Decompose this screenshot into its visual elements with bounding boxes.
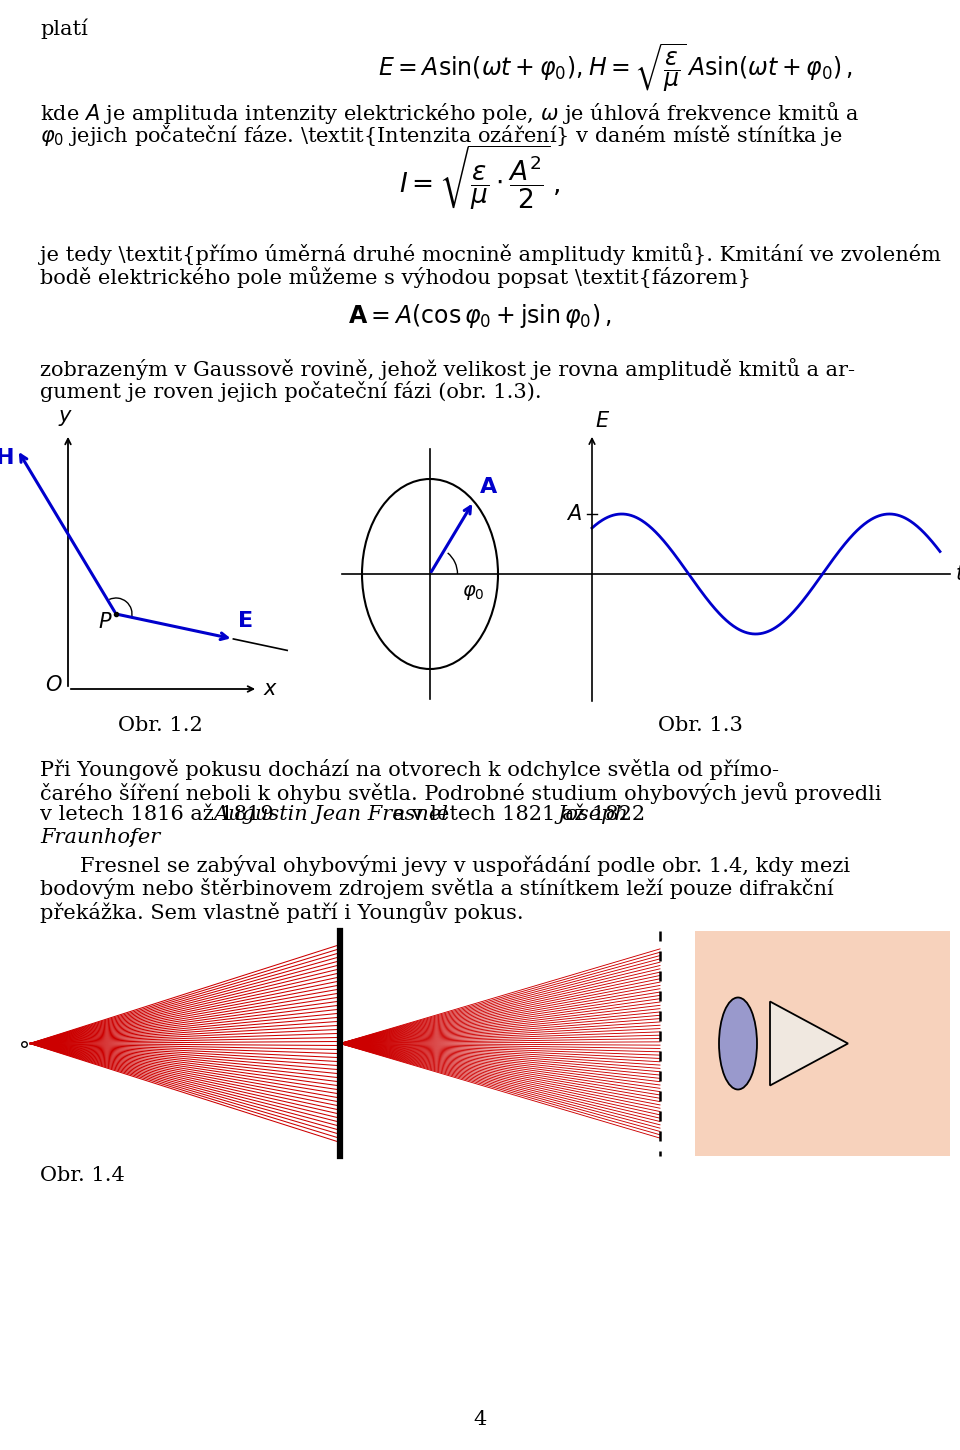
Text: Fraunhofer: Fraunhofer [40,828,160,847]
Text: kde $A$ je amplituda intenzity elektrického pole, $\omega$ je úhlová frekvence k: kde $A$ je amplituda intenzity elektrick… [40,100,859,126]
Text: Fresnel se zabýval ohybovými jevy v uspořádání podle obr. 1.4, kdy mezi: Fresnel se zabýval ohybovými jevy v uspo… [80,856,851,876]
Text: $I = \sqrt{\dfrac{\varepsilon}{\mu}\cdot\dfrac{A^2}{2}}\,,$: $I = \sqrt{\dfrac{\varepsilon}{\mu}\cdot… [399,144,561,212]
FancyBboxPatch shape [695,931,950,1156]
Text: $A$: $A$ [566,505,582,523]
Text: .: . [128,828,134,847]
Text: $E$: $E$ [595,410,611,431]
Text: čarého šíření neboli k ohybu světla. Podrobné studium ohybových jevů provedli: čarého šíření neboli k ohybu světla. Pod… [40,782,881,803]
Text: Obr. 1.2: Obr. 1.2 [118,716,203,735]
Text: $\varphi_0$ jejich počateční fáze. \textit{Intenzita ozáření} v daném místě stín: $\varphi_0$ jejich počateční fáze. \text… [40,123,843,148]
Text: Obr. 1.3: Obr. 1.3 [658,716,742,735]
Text: $P$: $P$ [98,612,112,632]
Text: $\mathbf{A} = A(\cos\varphi_0 + \mathrm{j}\sin\varphi_0)\,,$: $\mathbf{A} = A(\cos\varphi_0 + \mathrm{… [348,302,612,331]
Text: $O$: $O$ [45,676,62,695]
Text: je tedy \textit{přímo úměrná druhé mocnině amplitudy kmitů}. Kmitání ve zvoleném: je tedy \textit{přímo úměrná druhé mocni… [40,244,941,265]
Polygon shape [770,1002,848,1086]
Text: $x$: $x$ [263,680,278,699]
Text: 4: 4 [473,1409,487,1430]
Text: $t$: $t$ [955,564,960,583]
Text: a v letech 1821 až 1822: a v letech 1821 až 1822 [386,805,652,824]
Text: zobrazeným v Gaussově rovině, jehož velikost je rovna amplitudě kmitů a ar-: zobrazeným v Gaussově rovině, jehož veli… [40,358,855,380]
Text: platí: platí [40,17,88,39]
Text: gument je roven jejich počateční fázi (obr. 1.3).: gument je roven jejich počateční fázi (o… [40,381,541,402]
Text: Obr. 1.4: Obr. 1.4 [40,1166,125,1185]
Ellipse shape [719,998,757,1089]
Text: $H = \sqrt{\dfrac{\varepsilon}{\mu}}\,A\sin(\omega t + \varphi_0)\,,$: $H = \sqrt{\dfrac{\varepsilon}{\mu}}\,A\… [588,42,852,94]
Text: bodě elektrického pole můžeme s výhodou popsat \textit{fázorem}: bodě elektrického pole můžeme s výhodou … [40,265,751,289]
Text: Při Youngově pokusu dochází na otvorech k odchylce světla od přímo-: Při Youngově pokusu dochází na otvorech … [40,758,779,780]
Text: překážka. Sem vlastně patří i Youngův pokus.: překážka. Sem vlastně patří i Youngův po… [40,900,523,924]
Text: $\mathbf{A}$: $\mathbf{A}$ [479,476,498,499]
Text: Augustin Jean Fresnel: Augustin Jean Fresnel [214,805,449,824]
Text: $\varphi_0$: $\varphi_0$ [462,583,485,602]
Text: $\mathbf{E}$: $\mathbf{E}$ [237,610,252,632]
Text: v letech 1816 až 1819: v letech 1816 až 1819 [40,805,280,824]
Text: bodovým nebo štěrbinovem zdrojem světla a stínítkem leží pouze difrakční: bodovým nebo štěrbinovem zdrojem světla … [40,879,833,899]
Text: $y$: $y$ [59,407,74,428]
Text: Joseph: Joseph [558,805,629,824]
Text: $E = A\sin(\omega t + \varphi_0),$: $E = A\sin(\omega t + \varphi_0),$ [378,54,582,83]
Text: $\mathbf{H}$: $\mathbf{H}$ [0,447,13,468]
